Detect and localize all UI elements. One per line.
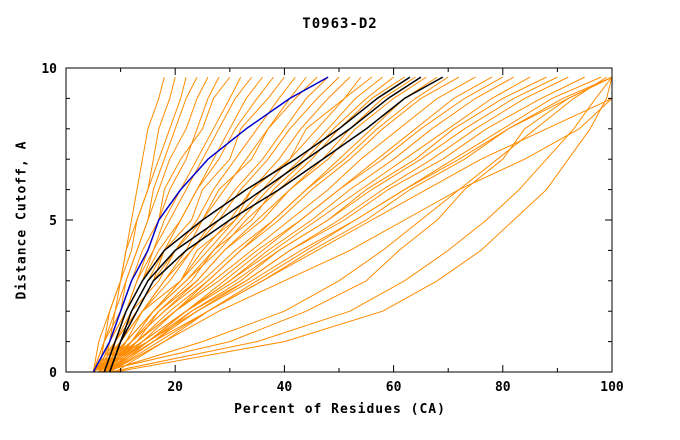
models-line (114, 76, 613, 373)
y-tick-label: 0 (49, 366, 57, 381)
x-tick-label: 80 (495, 380, 511, 395)
y-axis-label: Distance Cutoff, A (14, 140, 30, 300)
models-line (98, 76, 427, 373)
models-line (104, 76, 607, 373)
reference-line (92, 76, 329, 373)
models-line (92, 76, 165, 373)
models-line (93, 76, 504, 373)
models-line (98, 76, 585, 373)
models-line (98, 76, 476, 373)
x-tick-label: 100 (600, 380, 624, 395)
models-line (93, 76, 613, 373)
models-line (98, 76, 340, 373)
models-line (109, 76, 394, 373)
models-line (92, 76, 187, 373)
models-line (109, 76, 613, 373)
x-axis-label: Percent of Residues (CA) (234, 402, 446, 417)
x-tick-label: 20 (167, 380, 183, 395)
models-line (93, 76, 558, 373)
highlighted-models-line (108, 76, 444, 373)
models-line (103, 76, 514, 373)
models-line (98, 76, 613, 373)
models-line (98, 76, 296, 373)
highlighted-models-line (108, 76, 422, 373)
models-line (103, 76, 569, 373)
x-tick-label: 60 (386, 380, 402, 395)
models-line (103, 76, 460, 373)
x-tick-label: 40 (277, 380, 293, 395)
models-line (92, 76, 274, 373)
y-tick-label: 5 (49, 214, 57, 229)
models-line (103, 77, 613, 373)
models-line (92, 76, 449, 373)
models-line (109, 77, 613, 373)
models-line (98, 76, 253, 373)
x-tick-label: 0 (62, 380, 70, 395)
models-line (92, 76, 405, 373)
models-line (115, 76, 613, 373)
chart-title: T0963-D2 (302, 16, 378, 32)
models-line (109, 76, 307, 373)
y-tick-label: 10 (41, 62, 57, 77)
highlighted-models-line (103, 76, 411, 373)
models-line (98, 76, 176, 373)
